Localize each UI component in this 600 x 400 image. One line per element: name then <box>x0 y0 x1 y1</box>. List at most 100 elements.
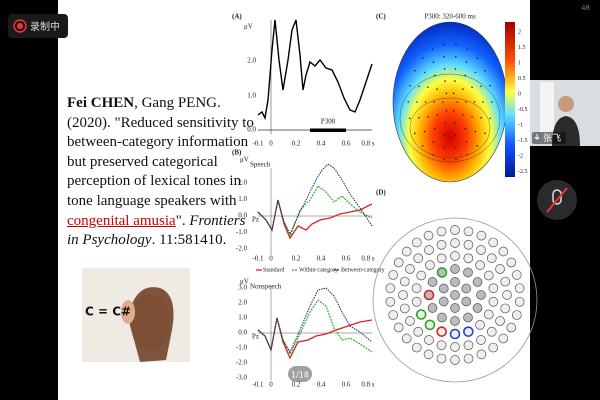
electrode <box>401 246 412 257</box>
sensor-dot <box>455 158 457 161</box>
sensor-dot <box>423 130 426 133</box>
page-number: 48 <box>581 4 590 12</box>
sensor-dot <box>454 68 457 70</box>
electrode <box>488 237 499 248</box>
sensor-dot <box>482 101 484 103</box>
colorbar-tick: -1.5 <box>518 138 528 144</box>
x-tick-label: 0 <box>269 255 273 263</box>
sensor-dot <box>484 69 486 72</box>
electrode <box>511 270 522 280</box>
colorbar-tick: 0 <box>518 91 521 97</box>
electrode <box>427 277 438 287</box>
mute-slash <box>546 187 568 213</box>
hand <box>121 300 135 324</box>
mic-icon <box>552 189 562 205</box>
sensor-dot <box>456 101 459 103</box>
sensor-dot <box>445 92 448 95</box>
electrode <box>450 342 460 352</box>
sensor-dot <box>421 145 424 147</box>
electrode <box>506 257 517 268</box>
sensor-dot <box>418 85 420 88</box>
colorbar-tick: 1 <box>518 60 521 66</box>
panel-label: (C) <box>376 13 386 21</box>
electrode <box>436 267 448 278</box>
electrode <box>388 270 399 280</box>
recording-dot <box>17 23 23 29</box>
citation-line: congenital amusia". Frontiers <box>67 212 245 232</box>
y-tick-label: -3.0 <box>236 374 248 382</box>
sensor-dot <box>442 101 444 103</box>
sensor-dot <box>489 84 491 87</box>
electrode <box>476 230 487 241</box>
colorbar-tick: 0.5 <box>518 76 526 82</box>
citation-line: but preserved categorical <box>67 153 218 170</box>
sensor-dot <box>424 101 427 103</box>
sensor-dot <box>443 55 446 58</box>
electrode <box>502 290 512 300</box>
electrode <box>498 333 509 344</box>
participant-head <box>558 96 574 112</box>
electrode <box>413 326 424 337</box>
electrode <box>472 303 483 313</box>
y-tick-label: 1.0 <box>247 92 256 100</box>
panel-label: (B) <box>232 149 242 157</box>
sensor-dot <box>471 86 473 89</box>
sensor-dot <box>414 69 416 72</box>
y-tick-label: 0.0 <box>238 329 247 337</box>
y-tick-label: 0.0 <box>238 212 247 220</box>
citation-text: , Gang PENG. <box>134 95 221 111</box>
y-tick-label: 0.0 <box>247 126 256 134</box>
sensor-dot <box>433 101 435 103</box>
subplot-title: Nonspeech <box>250 283 282 291</box>
electrode <box>411 237 422 248</box>
sensor-dot <box>464 74 467 77</box>
p300-window <box>310 128 346 132</box>
sensor-dot <box>445 109 448 112</box>
electrode <box>483 270 494 281</box>
sensor-dot <box>464 127 467 130</box>
electrode <box>415 309 427 320</box>
electrode <box>461 283 472 294</box>
electrode <box>476 290 486 300</box>
curve-standard <box>257 317 373 360</box>
recording-label: 录制中 <box>30 20 60 33</box>
unit: μV <box>240 156 249 164</box>
sensor-dot <box>407 101 410 103</box>
erp-curve <box>257 19 373 121</box>
contour <box>409 97 491 159</box>
electrode <box>416 270 427 281</box>
sensor-dot <box>443 146 446 149</box>
colorbar <box>505 22 515 177</box>
electrode-label: Pz <box>252 333 259 341</box>
electrode <box>463 340 474 351</box>
sensor-dot <box>443 134 446 136</box>
sensor-dot <box>454 55 457 58</box>
x-tick-label: -0.1 <box>252 140 264 148</box>
citation-line: (2020). "Reduced sensitivity to <box>67 114 254 131</box>
sensor-dot <box>433 127 436 130</box>
x-tick-label: 0.4 <box>317 381 326 389</box>
electrode <box>450 316 460 326</box>
x-tick-label: 0.2 <box>292 381 301 389</box>
electrode <box>427 303 438 313</box>
sensor-dot <box>414 132 416 135</box>
sensor-dot <box>455 43 457 46</box>
electrode <box>488 283 499 294</box>
citation-line: tone language speakers with <box>67 192 237 209</box>
mic-icon-small <box>534 134 540 140</box>
colorbar-tick: 1.5 <box>518 45 526 51</box>
sensor-dot <box>462 114 464 116</box>
electrode <box>450 355 460 365</box>
electrode <box>488 342 499 353</box>
electrode <box>424 319 436 331</box>
illustration-text: C = C# <box>85 305 131 319</box>
sensor-dot <box>466 153 469 156</box>
citation-line: perception of lexical tones in <box>67 173 242 190</box>
sensor-dot <box>476 57 479 59</box>
electrode <box>472 277 483 287</box>
electrode <box>423 289 435 301</box>
sensor-dot <box>480 85 482 88</box>
sensor-dot <box>473 101 476 103</box>
sensor-dot <box>480 116 482 119</box>
electrode <box>436 340 447 351</box>
